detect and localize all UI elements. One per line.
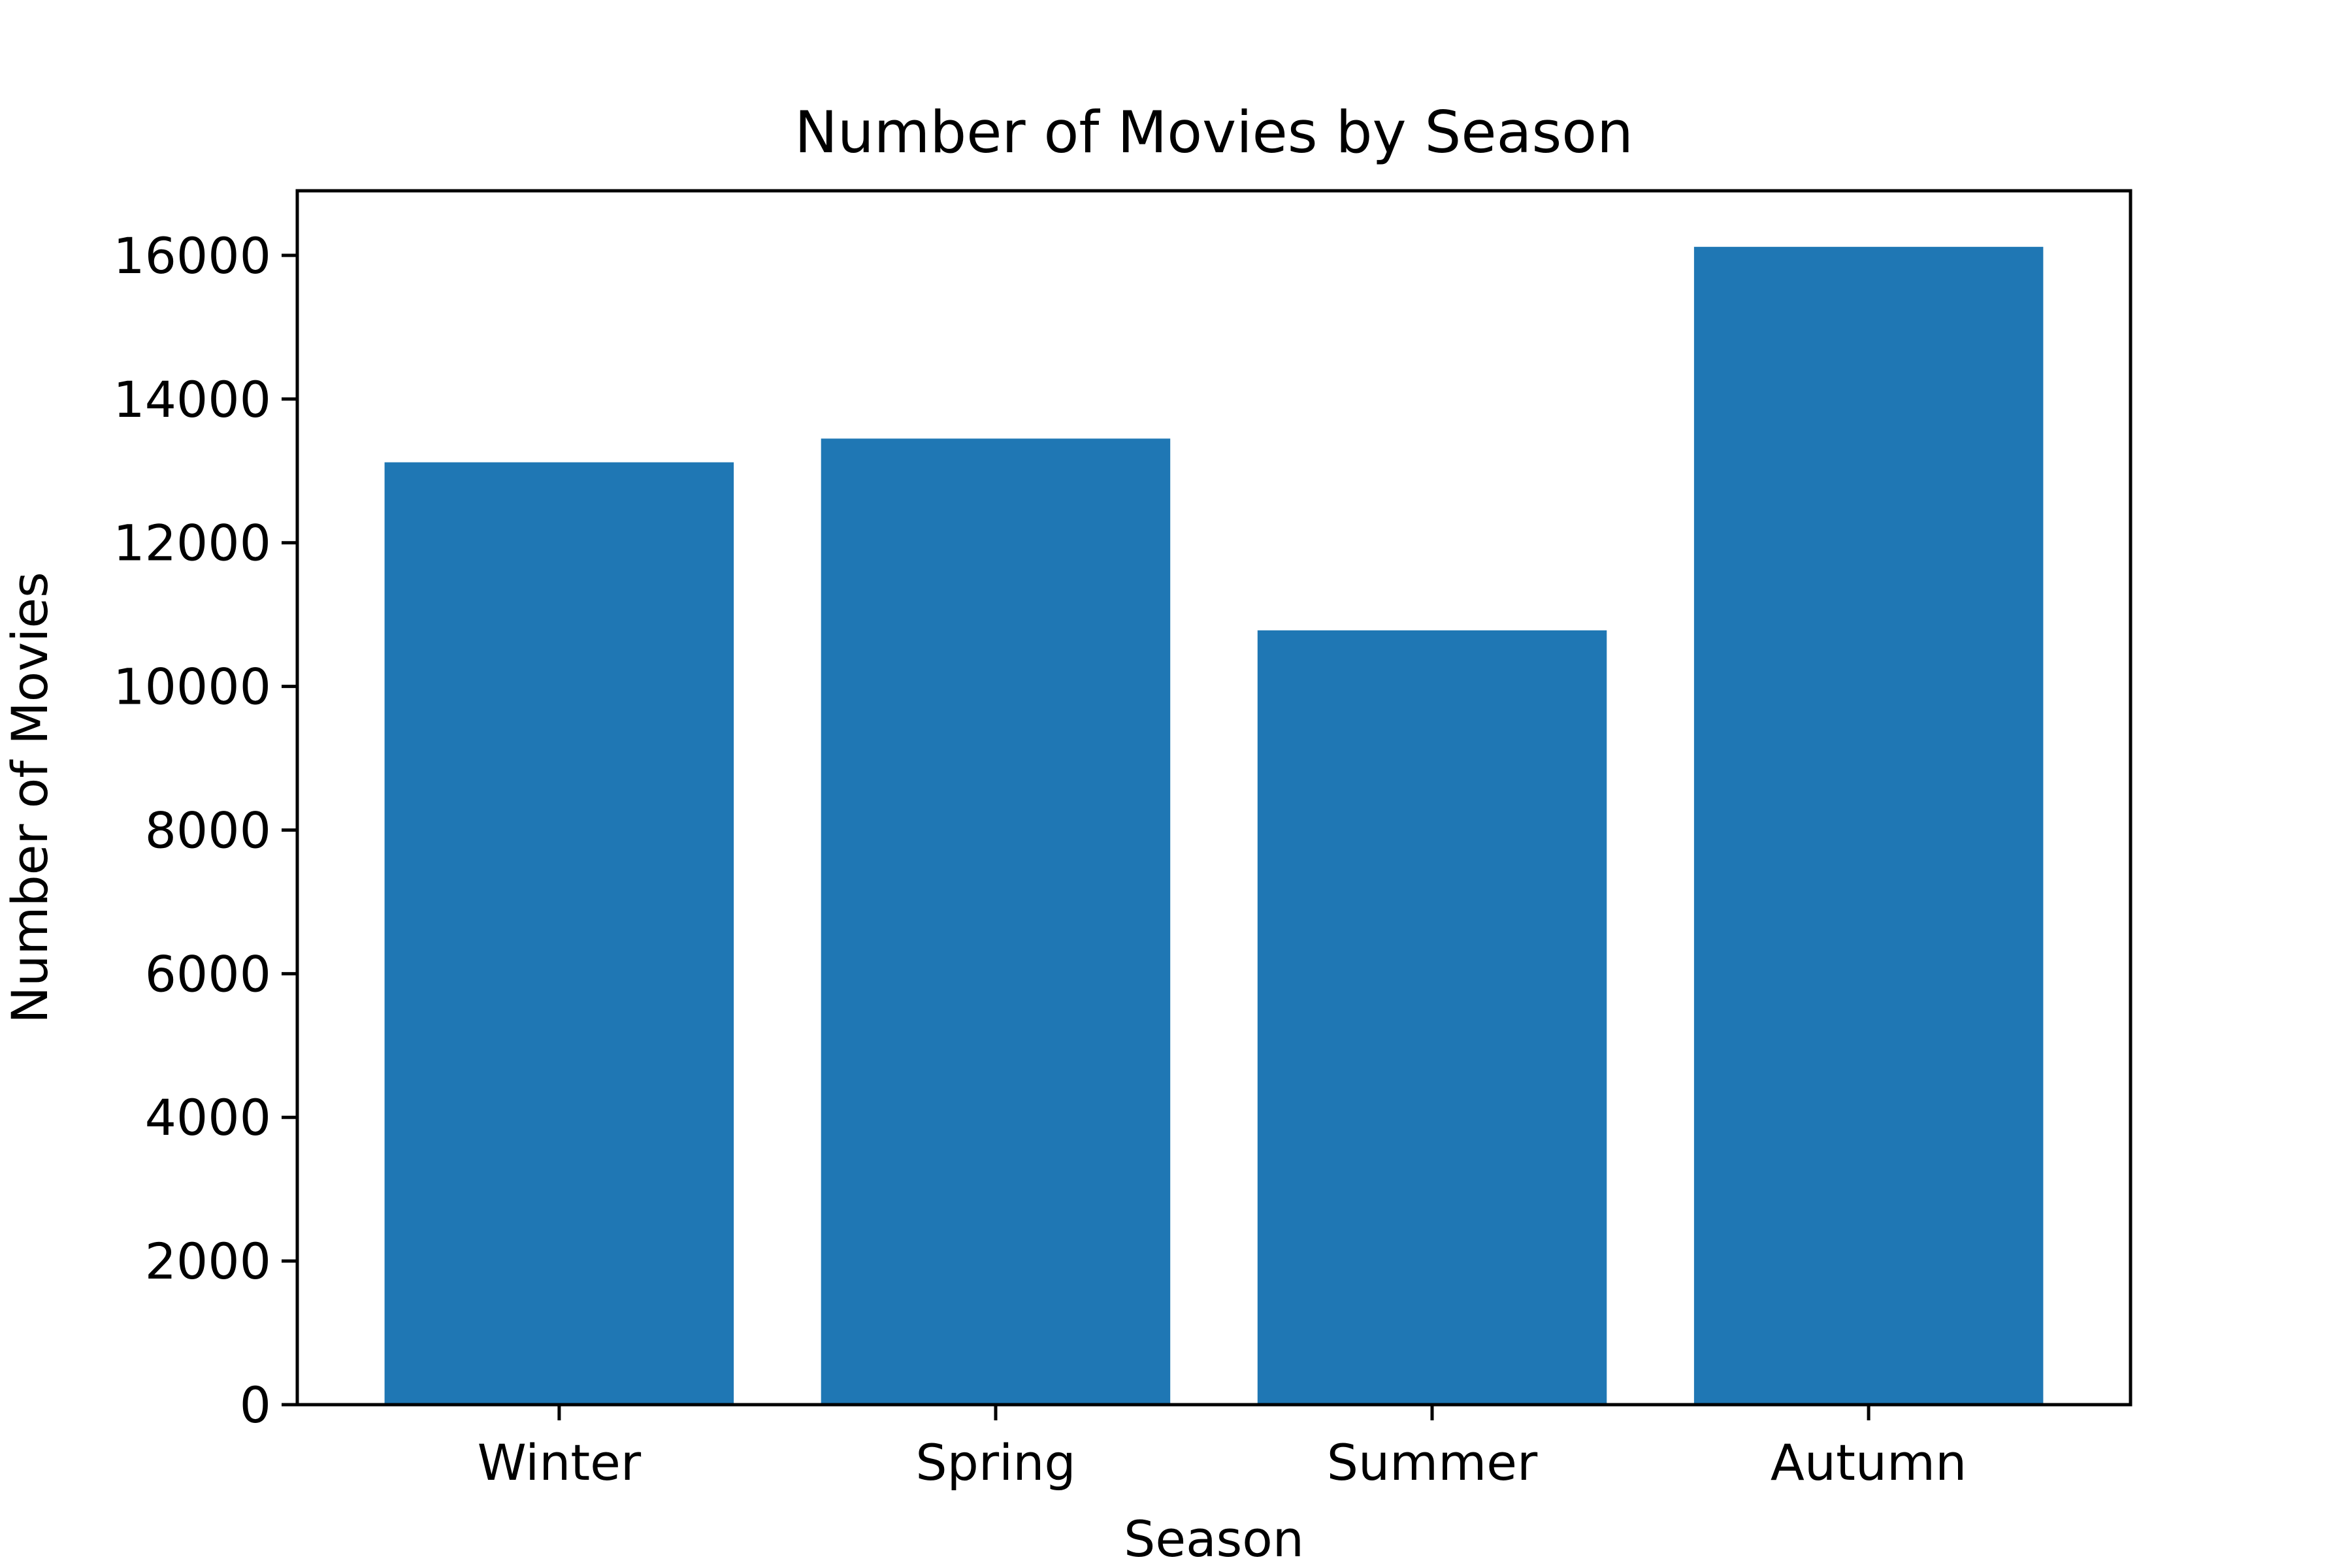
y-axis-ticks: 0 2000 4000 6000 8000 10000 12000 14000 16000 bbox=[113, 227, 297, 1434]
bar-autumn bbox=[1693, 246, 2044, 1405]
plot-frame bbox=[295, 189, 2132, 1407]
bar-summer bbox=[1257, 630, 1607, 1405]
y-tick-label-6000: 6000 bbox=[145, 945, 271, 1003]
y-axis-label: Number of Movies bbox=[1, 572, 59, 1023]
x-tick-label-summer: Summer bbox=[1327, 1433, 1538, 1492]
x-tick-label-autumn: Autumn bbox=[1771, 1433, 1967, 1492]
y-tick-label-12000: 12000 bbox=[113, 514, 271, 572]
chart-title: Number of Movies by Season bbox=[794, 99, 1633, 166]
x-tick-label-winter: Winter bbox=[478, 1433, 642, 1492]
y-tick-label-10000: 10000 bbox=[113, 658, 271, 716]
x-tick-label-spring: Spring bbox=[915, 1433, 1075, 1492]
x-axis-label: Season bbox=[1124, 1510, 1304, 1568]
y-tick-label-14000: 14000 bbox=[113, 370, 271, 429]
bars-group bbox=[384, 246, 2044, 1405]
bar-spring bbox=[821, 438, 1171, 1405]
y-tick-label-8000: 8000 bbox=[145, 802, 271, 860]
bar-winter bbox=[384, 462, 734, 1405]
y-tick-label-0: 0 bbox=[240, 1376, 271, 1434]
x-axis-ticks: Winter Spring Summer Autumn bbox=[478, 1405, 1967, 1492]
y-tick-label-2000: 2000 bbox=[145, 1232, 271, 1290]
y-tick-label-4000: 4000 bbox=[145, 1088, 271, 1147]
y-tick-label-16000: 16000 bbox=[113, 227, 271, 285]
